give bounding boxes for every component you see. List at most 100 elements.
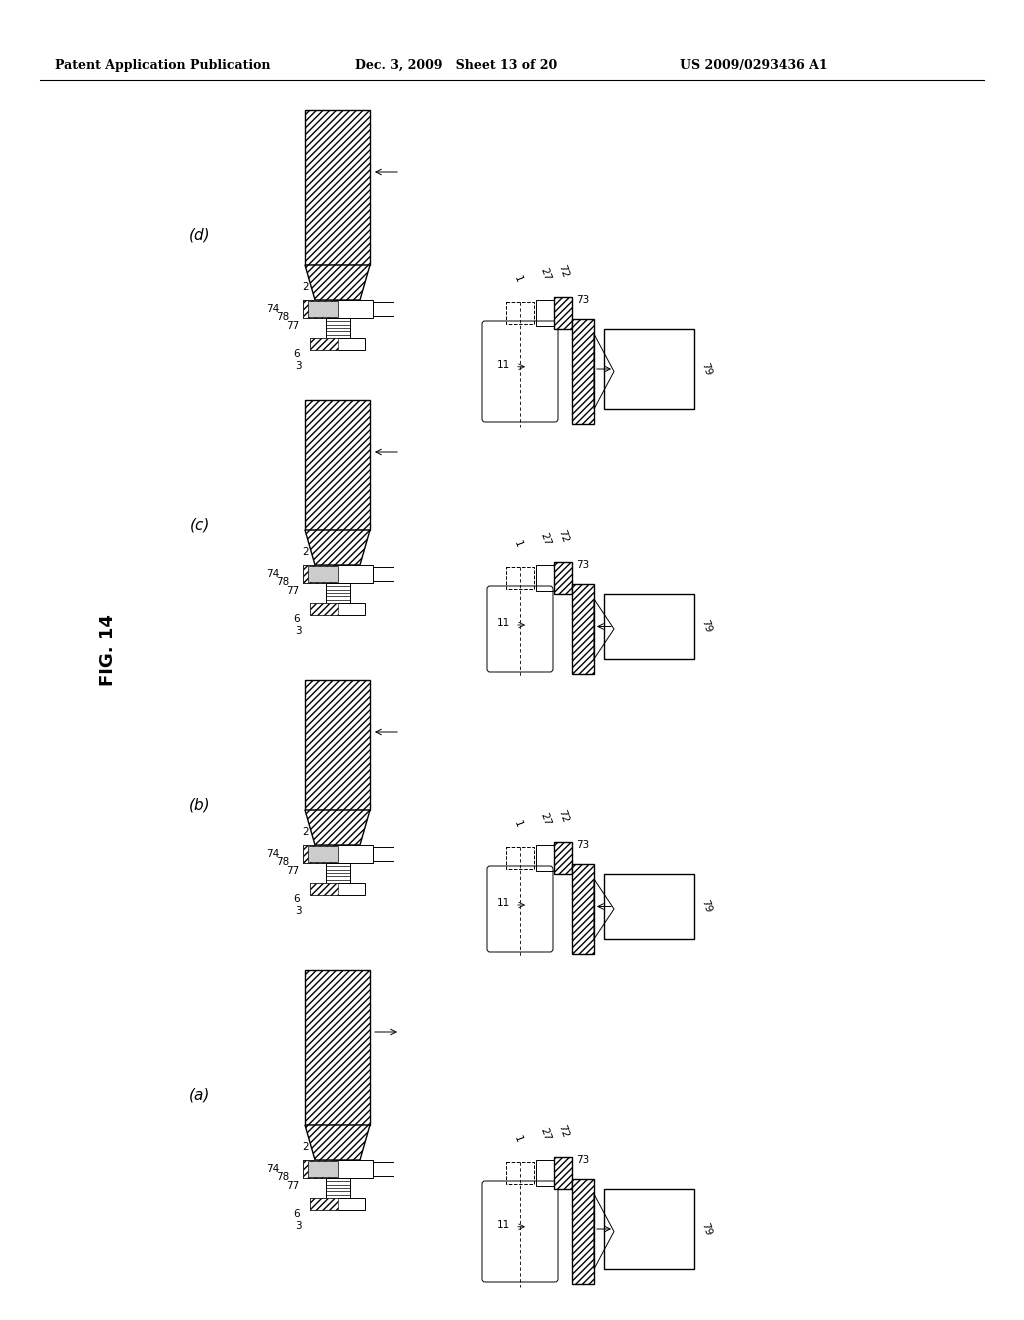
Text: 73: 73 bbox=[577, 294, 590, 305]
Bar bbox=[310, 883, 365, 895]
Bar bbox=[307, 846, 338, 862]
Text: 11: 11 bbox=[497, 1220, 510, 1230]
Bar bbox=[302, 845, 373, 863]
Bar bbox=[604, 874, 694, 939]
Text: 11: 11 bbox=[497, 360, 510, 370]
Bar bbox=[310, 603, 338, 615]
Bar bbox=[554, 562, 572, 594]
Polygon shape bbox=[305, 1125, 370, 1160]
Bar bbox=[310, 338, 338, 350]
Text: Patent Application Publication: Patent Application Publication bbox=[55, 58, 270, 71]
Text: 78: 78 bbox=[276, 312, 290, 322]
Text: 73: 73 bbox=[577, 1155, 590, 1166]
Bar bbox=[310, 1199, 338, 1210]
Text: 78: 78 bbox=[276, 577, 290, 587]
Bar bbox=[604, 594, 694, 659]
Text: 78: 78 bbox=[276, 857, 290, 867]
Text: 11: 11 bbox=[497, 618, 510, 628]
Bar bbox=[572, 583, 594, 675]
Text: 77: 77 bbox=[287, 321, 299, 331]
Text: 74: 74 bbox=[266, 849, 280, 859]
Text: 3: 3 bbox=[295, 626, 301, 636]
Bar bbox=[305, 110, 370, 265]
Bar bbox=[302, 565, 373, 583]
Text: 72: 72 bbox=[556, 808, 570, 824]
Text: 74: 74 bbox=[266, 569, 280, 579]
Text: 11: 11 bbox=[497, 898, 510, 908]
Text: 74: 74 bbox=[266, 304, 280, 314]
Text: 73: 73 bbox=[577, 560, 590, 570]
Bar bbox=[326, 318, 349, 338]
Bar bbox=[302, 565, 334, 583]
Bar bbox=[305, 400, 370, 531]
Text: 27: 27 bbox=[538, 810, 552, 828]
Text: (a): (a) bbox=[189, 1088, 211, 1102]
Bar bbox=[302, 300, 373, 318]
Bar bbox=[307, 566, 338, 582]
Bar bbox=[604, 1189, 694, 1269]
Text: 27: 27 bbox=[538, 267, 552, 282]
Bar bbox=[554, 1158, 572, 1189]
Text: 74: 74 bbox=[266, 1164, 280, 1173]
Text: 1: 1 bbox=[512, 820, 524, 829]
Text: 3: 3 bbox=[295, 1221, 301, 1232]
Bar bbox=[310, 1199, 365, 1210]
Bar bbox=[326, 863, 349, 883]
Bar bbox=[572, 1179, 594, 1284]
Bar bbox=[326, 1177, 349, 1199]
Bar bbox=[554, 297, 572, 329]
Text: 79: 79 bbox=[699, 362, 713, 378]
Text: US 2009/0293436 A1: US 2009/0293436 A1 bbox=[680, 58, 827, 71]
Bar bbox=[506, 302, 534, 323]
Text: 79: 79 bbox=[699, 1221, 713, 1237]
Bar bbox=[506, 847, 534, 869]
Text: 72: 72 bbox=[556, 1123, 570, 1139]
Text: 78: 78 bbox=[276, 1172, 290, 1181]
Bar bbox=[604, 329, 694, 409]
Bar bbox=[536, 845, 554, 871]
Bar bbox=[302, 300, 334, 318]
Bar bbox=[536, 1160, 554, 1185]
Bar bbox=[506, 1162, 534, 1184]
Text: 2: 2 bbox=[302, 546, 309, 557]
Text: 72: 72 bbox=[556, 528, 570, 544]
Bar bbox=[572, 865, 594, 954]
Text: 6: 6 bbox=[293, 348, 299, 359]
Text: 77: 77 bbox=[287, 866, 299, 876]
Bar bbox=[305, 970, 370, 1125]
Bar bbox=[307, 1162, 338, 1177]
Text: 27: 27 bbox=[538, 531, 552, 546]
Text: 3: 3 bbox=[295, 360, 301, 371]
Text: 6: 6 bbox=[293, 894, 299, 904]
Text: (d): (d) bbox=[189, 227, 211, 243]
Text: 79: 79 bbox=[699, 899, 713, 915]
Bar bbox=[302, 1160, 334, 1177]
Bar bbox=[310, 603, 365, 615]
Bar bbox=[310, 338, 365, 350]
Bar bbox=[536, 300, 554, 326]
Bar bbox=[310, 883, 338, 895]
Polygon shape bbox=[305, 265, 370, 300]
Bar bbox=[506, 568, 534, 589]
Text: 1: 1 bbox=[512, 275, 524, 284]
Text: 77: 77 bbox=[287, 586, 299, 597]
Bar bbox=[536, 565, 554, 591]
Text: 6: 6 bbox=[293, 1209, 299, 1218]
Text: 27: 27 bbox=[538, 1126, 552, 1142]
Text: 3: 3 bbox=[295, 906, 301, 916]
Bar bbox=[302, 1160, 373, 1177]
Text: Dec. 3, 2009   Sheet 13 of 20: Dec. 3, 2009 Sheet 13 of 20 bbox=[355, 58, 557, 71]
Text: FIG. 14: FIG. 14 bbox=[99, 614, 117, 686]
Text: 73: 73 bbox=[577, 840, 590, 850]
Bar bbox=[326, 583, 349, 603]
Bar bbox=[554, 842, 572, 874]
Text: 72: 72 bbox=[556, 263, 570, 279]
Bar bbox=[305, 680, 370, 810]
Text: 77: 77 bbox=[287, 1181, 299, 1191]
Text: (c): (c) bbox=[189, 517, 210, 532]
Text: 2: 2 bbox=[302, 282, 309, 292]
Polygon shape bbox=[305, 810, 370, 845]
Polygon shape bbox=[305, 531, 370, 565]
Text: 6: 6 bbox=[293, 614, 299, 624]
Bar bbox=[302, 845, 334, 863]
